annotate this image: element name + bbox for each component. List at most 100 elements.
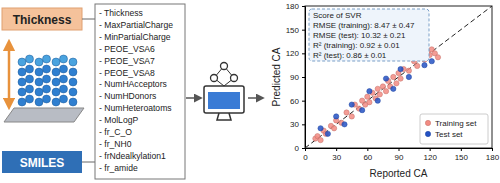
point	[365, 94, 370, 99]
feature-item: - PEOE_VSA6	[99, 44, 155, 54]
point	[398, 76, 403, 81]
legend: Training setTest set	[420, 114, 488, 144]
tick: 60	[363, 148, 372, 162]
tick-mark	[430, 148, 431, 151]
legend-label: Test set	[435, 130, 463, 139]
y-axis-title: Predicted CA	[271, 47, 282, 106]
reference-line	[305, 6, 492, 148]
molecule-bead	[60, 75, 68, 83]
tick-label: 90	[395, 153, 404, 162]
tick-label: 30	[332, 153, 341, 162]
tick-mark	[461, 148, 462, 151]
molecule-bead	[18, 98, 26, 106]
molecule-bead	[26, 55, 34, 63]
molecule-bead	[35, 78, 43, 86]
point	[377, 92, 382, 97]
molecule-bead	[43, 65, 51, 73]
tick: 150	[286, 26, 305, 35]
monitor-screen	[208, 92, 240, 109]
tick-mark	[302, 77, 305, 78]
feature-item: - MinPartialCharge	[99, 32, 171, 42]
input-panel: Thickness SMILES	[2, 8, 84, 173]
molecule-bead	[18, 68, 26, 76]
thickness-arrow	[8, 45, 11, 104]
point	[325, 131, 330, 136]
tick-label: 120	[423, 153, 437, 162]
point	[435, 55, 440, 60]
tick-label: 90	[290, 73, 299, 82]
tick-label: 150	[286, 26, 300, 35]
feature-item: - NumHDonors	[99, 91, 156, 101]
tick-label: 60	[290, 97, 299, 106]
molecule-bead	[43, 85, 51, 93]
tick: 0	[303, 148, 308, 162]
molecule-bead	[52, 68, 60, 76]
tick-mark	[336, 148, 337, 151]
point	[342, 122, 347, 127]
tick-label: 0	[295, 144, 300, 153]
molecule-bead	[69, 68, 77, 76]
molecule-bead	[35, 98, 43, 106]
feature-item: - frNdealkylation1	[99, 151, 166, 161]
connector	[82, 162, 95, 163]
monitor	[204, 86, 244, 113]
thickness-label: Thickness	[13, 13, 72, 27]
score-box: Score of SVRRMSE (training): 8.47 ± 0.47…	[309, 9, 429, 61]
substrate	[4, 108, 84, 122]
feature-item: - NumHAcceptors	[99, 79, 167, 89]
tick-label: 180	[286, 2, 300, 11]
thickness-box	[2, 8, 82, 30]
point	[415, 63, 420, 68]
point	[331, 126, 336, 131]
score-title: Score of SVR	[313, 11, 362, 20]
series	[318, 52, 434, 136]
tick: 0	[295, 144, 305, 153]
tick-mark	[302, 30, 305, 31]
point	[391, 74, 396, 79]
x-axis: 0306090120150180	[303, 148, 499, 162]
score-line: R² (test): 0.86 ± 0.01	[313, 51, 387, 60]
monitor-stand	[217, 113, 231, 120]
monolayer	[18, 55, 77, 106]
plot-area	[305, 6, 492, 148]
tick: 30	[332, 148, 341, 162]
model-icon	[186, 63, 263, 121]
point	[367, 89, 372, 94]
y-axis-line	[302, 7, 306, 149]
point	[406, 68, 411, 73]
feature-item: - PEOE_VSA8	[99, 68, 155, 78]
molecule-bead	[26, 85, 34, 93]
feature-box	[95, 4, 185, 179]
point	[375, 86, 380, 91]
legend-marker	[425, 120, 430, 125]
connector	[82, 19, 95, 20]
point	[391, 86, 396, 91]
network-node	[231, 75, 238, 82]
molecule-bead	[69, 58, 77, 66]
tick: 90	[290, 73, 305, 82]
molecule-bead	[26, 75, 34, 83]
tick-mark	[399, 148, 400, 151]
tick: 150	[455, 148, 469, 162]
smiles-label: SMILES	[20, 156, 65, 170]
score-frame	[309, 9, 429, 61]
point	[383, 76, 388, 81]
molecule-bead	[52, 78, 60, 86]
point	[398, 66, 403, 71]
tick: 120	[423, 148, 437, 162]
point	[334, 114, 339, 119]
feature-item: - MaxPartialCharge	[99, 20, 173, 30]
molecule-bead	[69, 78, 77, 86]
point	[380, 84, 385, 89]
point	[383, 89, 388, 94]
feature-item: - NumHeteroatoms	[99, 103, 172, 113]
score-line: RMSE (test): 10.32 ± 0.21	[313, 31, 406, 40]
molecule-bead	[43, 95, 51, 103]
molecule-bead	[52, 98, 60, 106]
canvas: ThicknessSMILES- Thickness- MaxPartialCh…	[0, 0, 500, 183]
network-node	[221, 63, 228, 70]
y-axis: 0306090120150180	[286, 2, 306, 153]
molecule-bead	[18, 88, 26, 96]
point	[375, 98, 380, 103]
point	[359, 107, 364, 112]
